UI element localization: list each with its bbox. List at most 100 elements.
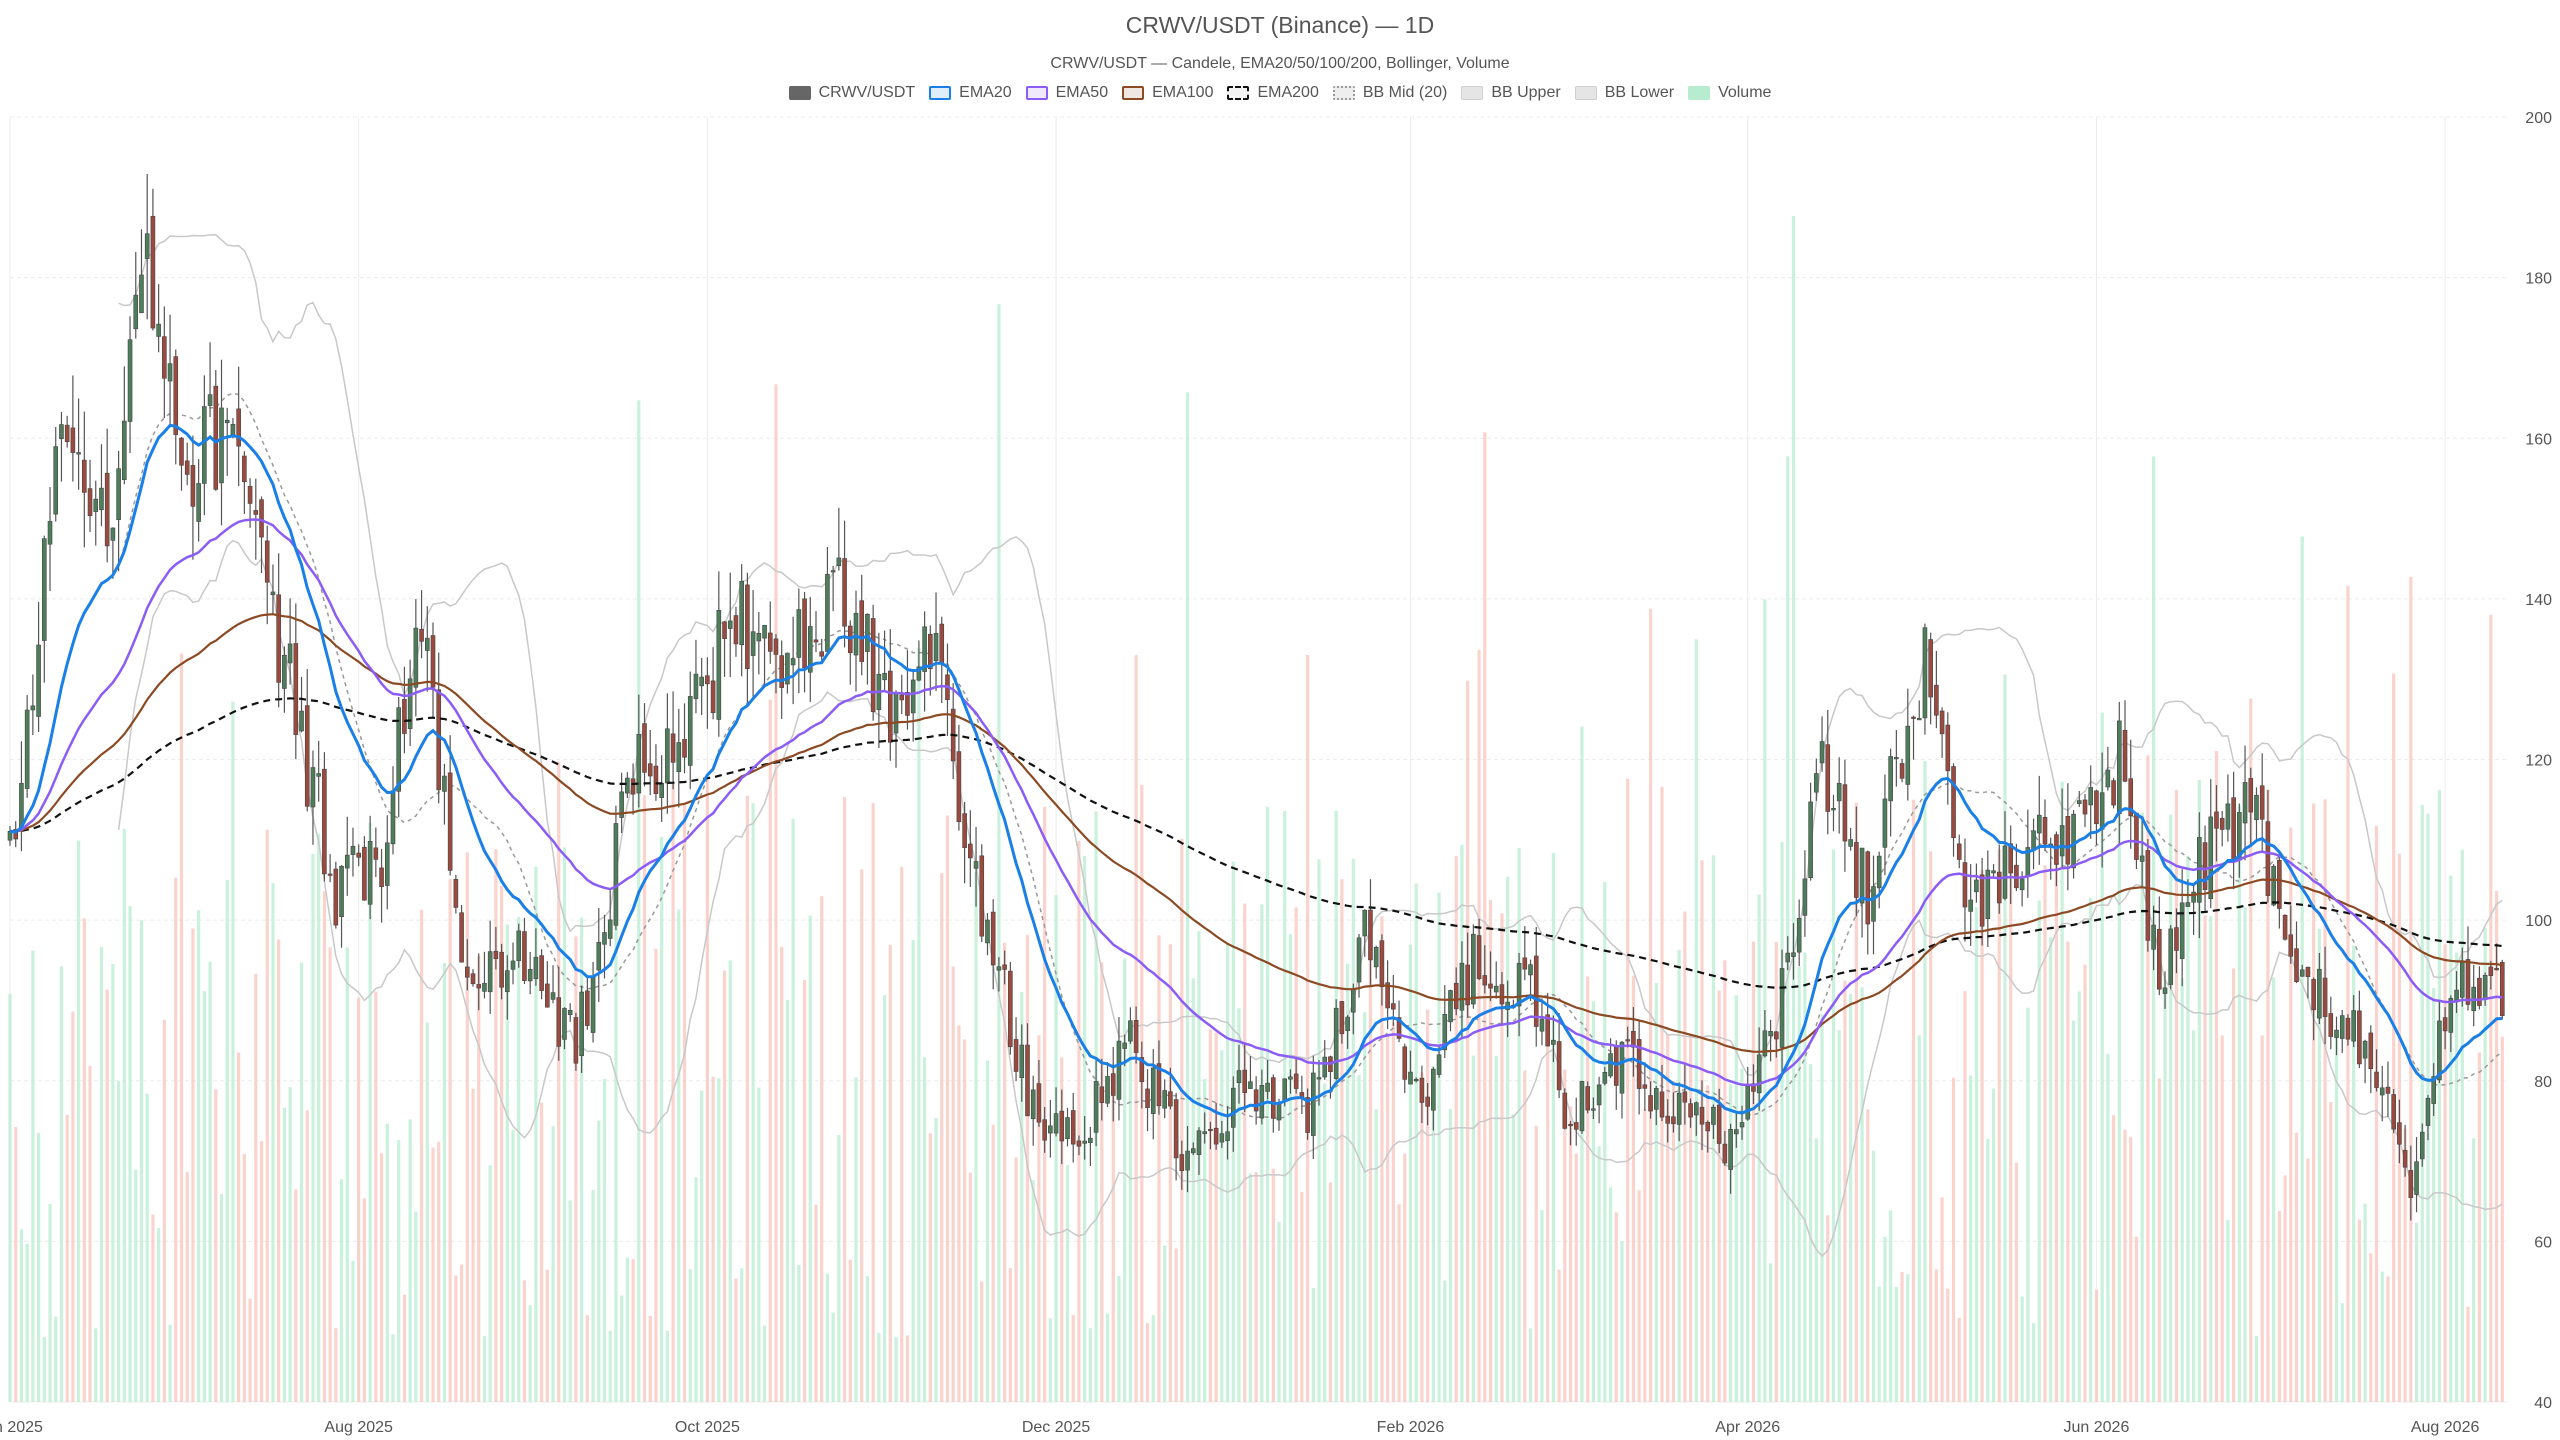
candle-body	[184, 460, 190, 475]
volume-bar	[2346, 585, 2350, 1402]
volume-bar	[2209, 916, 2213, 1402]
candle-body	[1385, 982, 1390, 1009]
candle-body	[202, 406, 207, 484]
volume-bar	[1014, 1157, 1018, 1402]
candle-body	[2036, 814, 2042, 834]
volume-bar	[820, 896, 824, 1402]
volume-bar	[774, 384, 778, 1403]
volume-bar	[1380, 916, 1384, 1402]
legend-item[interactable]: EMA100	[1122, 84, 1213, 102]
volume-bar	[1351, 858, 1355, 1402]
legend-swatch	[1461, 86, 1484, 100]
candle-body	[2494, 968, 2499, 971]
volume-bar	[145, 1093, 149, 1402]
volume-bar	[2266, 789, 2270, 1402]
candle-body	[2231, 797, 2236, 861]
candle-body	[602, 932, 607, 945]
candle-body	[2379, 1087, 2385, 1096]
candle-body	[293, 643, 299, 735]
candle-body	[1991, 870, 1996, 874]
legend-item[interactable]: Volume	[1688, 84, 1771, 102]
volume-bar	[1294, 907, 1298, 1402]
volume-bar	[2220, 1035, 2224, 1402]
volume-bar	[974, 872, 978, 1402]
volume-bar	[1454, 856, 1458, 1402]
candle-body	[888, 670, 893, 743]
candle-body	[750, 631, 756, 656]
candle-body	[2008, 843, 2013, 874]
candle-body	[922, 626, 927, 672]
candle-body	[1751, 1083, 1756, 1092]
candle-body	[1836, 782, 1842, 802]
candle-body	[1442, 1014, 1448, 1051]
volume-bar	[277, 939, 281, 1402]
candle-body	[1082, 1140, 1087, 1144]
legend-item[interactable]: BB Upper	[1461, 84, 1561, 102]
volume-bar	[911, 939, 915, 1402]
volume-bar	[1020, 991, 1024, 1402]
candle-body	[842, 558, 847, 627]
candle-body	[545, 983, 550, 1008]
volume-bar	[99, 946, 104, 1402]
volume-bar	[682, 804, 687, 1402]
candle-body	[1922, 627, 1928, 719]
candle-body	[322, 768, 327, 875]
candle-body	[2248, 778, 2254, 813]
legend-label: Volume	[1718, 84, 1772, 101]
candle-body	[2282, 914, 2288, 940]
candle-body	[859, 600, 865, 662]
candle-body	[1756, 1054, 1762, 1094]
volume-bar	[791, 818, 795, 1402]
volume-bar	[191, 928, 195, 1402]
candle-body	[1671, 1116, 1676, 1125]
candle-body	[699, 676, 704, 687]
volume-bar	[282, 1107, 286, 1402]
candle-body	[1962, 862, 1968, 908]
volume-bar	[105, 989, 109, 1402]
candle-body	[344, 854, 350, 869]
volume-bar	[648, 1315, 652, 1402]
candle-body	[2071, 813, 2076, 869]
volume-bar	[1328, 1182, 1333, 1402]
volume-bar	[1031, 1180, 1035, 1402]
volume-bar	[442, 963, 447, 1402]
volume-bar	[1694, 639, 1698, 1402]
volume-bar	[1105, 1313, 1110, 1402]
volume-bar	[414, 1211, 418, 1402]
candle-body	[2339, 1015, 2345, 1039]
volume-bar	[717, 1078, 721, 1402]
volume-bar	[545, 1269, 549, 1402]
legend-item[interactable]: CRWV/USDT	[788, 84, 915, 102]
volume-bar	[1317, 859, 1321, 1402]
volume-bar	[1117, 1275, 1121, 1402]
candle-body	[1259, 1084, 1265, 1119]
candle-body	[242, 455, 247, 483]
candle-body	[556, 997, 562, 1047]
candle-body	[1048, 1125, 1053, 1134]
candle-body	[310, 767, 316, 808]
legend-item[interactable]: BB Lower	[1574, 84, 1674, 102]
candle-body	[1625, 1039, 1630, 1042]
volume-bar	[1517, 848, 1521, 1402]
volume-bar	[139, 920, 144, 1402]
volume-bar	[2243, 907, 2247, 1402]
volume-bar	[1151, 1314, 1155, 1402]
candle-body	[2214, 811, 2219, 829]
volume-bar	[1426, 1009, 1430, 1402]
volume-bar	[1488, 899, 1493, 1402]
legend-item[interactable]: EMA50	[1025, 84, 1108, 102]
legend-item[interactable]: BB Mid (20)	[1332, 84, 1447, 102]
candle-body	[739, 580, 744, 646]
volume-bar	[1746, 1115, 1750, 1402]
volume-bar	[1254, 1172, 1258, 1402]
volume-bar	[517, 917, 521, 1402]
volume-bar	[2186, 856, 2190, 1402]
volume-bar	[585, 1315, 589, 1402]
legend-item[interactable]: EMA200	[1227, 84, 1319, 102]
candle-body	[2374, 1071, 2379, 1088]
volume-bar	[814, 1204, 818, 1402]
legend-item[interactable]: EMA20	[929, 84, 1012, 102]
candle-body	[1373, 947, 1379, 968]
candle-body	[1568, 1123, 1573, 1127]
candle-body	[402, 699, 407, 734]
